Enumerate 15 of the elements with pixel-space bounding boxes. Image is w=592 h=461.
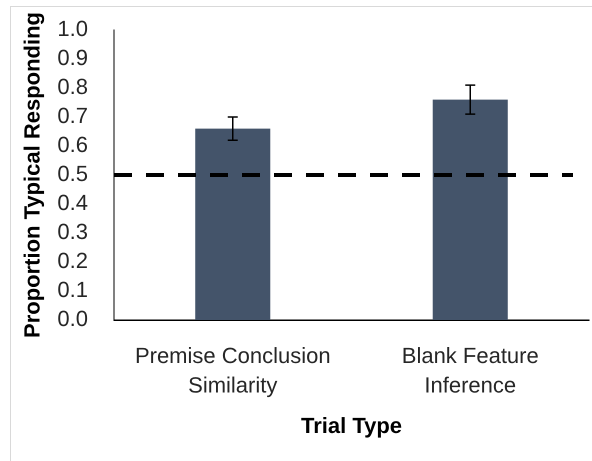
y-axis-title: Proportion Typical Responding	[19, 12, 44, 338]
x-tick-label: Blank Feature Inference	[402, 342, 539, 398]
y-tick-label: 0.0	[57, 306, 88, 332]
y-tick-label: 0.7	[57, 103, 88, 128]
y-tick-label: 1.0	[57, 16, 88, 42]
y-tick-label: 0.2	[57, 248, 88, 274]
y-tick-label: 0.9	[57, 45, 88, 70]
x-axis-title: Trial Type	[300, 412, 402, 438]
y-tick-label: 0.6	[57, 132, 88, 158]
y-tick-label: 0.3	[57, 219, 88, 244]
y-tick-label: 0.4	[57, 190, 88, 216]
y-tick-label: 0.8	[57, 74, 88, 100]
y-tick-label: 0.1	[57, 277, 88, 302]
y-tick-label: 0.5	[57, 161, 88, 186]
x-tick-label: Premise Conclusion Similarity	[134, 342, 331, 398]
